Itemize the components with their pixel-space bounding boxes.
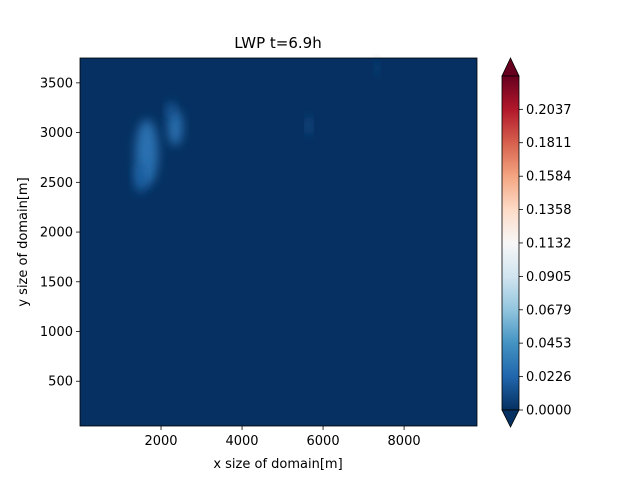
x-tick-label: 8000 (388, 434, 421, 449)
heatmap-features (134, 60, 379, 193)
colorbar-extend-top (501, 57, 520, 77)
x-tick-label: 4000 (225, 434, 258, 449)
colorbar-gradient (501, 75, 520, 411)
x-axis: 2000 4000 6000 8000 (144, 426, 421, 449)
colorbar-tick-label: 0.2037 (526, 103, 572, 118)
chart-title: LWP t=6.9h (234, 34, 321, 52)
plot-frame (79, 57, 478, 427)
colorbar-tick-label: 0.0000 (526, 404, 572, 419)
colorbar-extend-bottom (501, 409, 520, 428)
colorbar-tick-label: 0.1132 (526, 236, 572, 251)
lwp-feature-4 (306, 116, 312, 135)
lwp-feature-3 (166, 101, 176, 118)
y-tick-label: 2500 (40, 176, 73, 191)
colorbar-tick-label: 0.1358 (526, 203, 572, 218)
y-tick-label: 500 (48, 375, 73, 390)
colorbar-tick-label: 0.0679 (526, 303, 572, 318)
plot-area (79, 57, 478, 427)
y-axis-label: y size of domain[m] (16, 177, 31, 306)
lwp-feature-2 (167, 109, 183, 146)
y-tick-label: 2000 (40, 226, 73, 241)
x-tick-label: 6000 (307, 434, 340, 449)
colorbar-tick-label: 0.1811 (526, 136, 572, 151)
heatmap-background (80, 58, 477, 426)
y-tick-label: 1000 (40, 325, 73, 340)
y-axis: 500 1000 1500 2000 2500 3000 3500 (40, 76, 80, 390)
y-tick-label: 1500 (40, 275, 73, 290)
y-tick-label: 3500 (40, 76, 73, 91)
x-axis-label: x size of domain[m] (213, 457, 342, 472)
lwp-feature-5 (375, 60, 379, 75)
lwp-feature-1 (134, 162, 148, 193)
y-tick-label: 3000 (40, 126, 73, 141)
colorbar-ticks: 0.0000 0.0226 0.0453 0.0679 0.0905 0.1132 0.13… (519, 103, 572, 419)
colorbar-tick-label: 0.0453 (526, 337, 572, 352)
colorbar-tick-label: 0.1584 (526, 170, 572, 185)
x-tick-label: 2000 (144, 434, 177, 449)
colorbar-tick-label: 0.0226 (526, 370, 572, 385)
colorbar-tick-label: 0.0905 (526, 270, 572, 285)
colorbar: 0.0000 0.0226 0.0453 0.0679 0.0905 0.1132 0.13… (501, 57, 572, 428)
